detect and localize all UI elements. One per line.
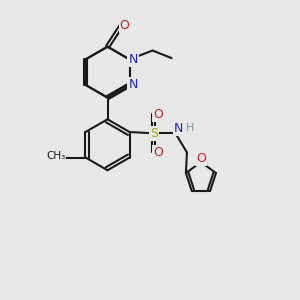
- Text: N: N: [174, 122, 184, 135]
- Text: N: N: [128, 78, 138, 92]
- Text: O: O: [196, 152, 206, 165]
- Text: CH₃: CH₃: [46, 151, 65, 161]
- Text: O: O: [120, 19, 130, 32]
- Text: O: O: [153, 146, 163, 159]
- Text: H: H: [185, 123, 194, 133]
- Text: S: S: [150, 127, 158, 140]
- Text: N: N: [128, 53, 138, 66]
- Text: O: O: [153, 108, 163, 121]
